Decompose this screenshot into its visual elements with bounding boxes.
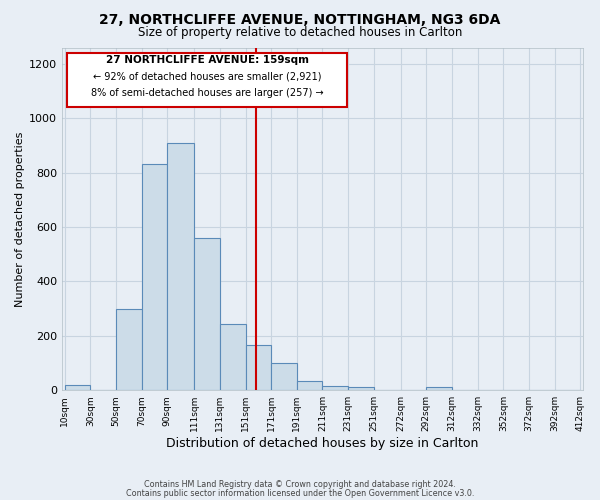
Text: Size of property relative to detached houses in Carlton: Size of property relative to detached ho… (138, 26, 462, 39)
Bar (142, 164, 167, 390)
Bar (427, 388, 452, 390)
Bar (297, 380, 322, 390)
Bar (348, 388, 374, 390)
Bar (167, 142, 194, 390)
Text: Contains HM Land Registry data © Crown copyright and database right 2024.: Contains HM Land Registry data © Crown c… (144, 480, 456, 489)
Text: Contains public sector information licensed under the Open Government Licence v3: Contains public sector information licen… (126, 488, 474, 498)
FancyBboxPatch shape (67, 53, 347, 108)
Bar (245, 346, 271, 390)
Bar (271, 363, 297, 390)
Bar (116, 308, 142, 390)
Y-axis label: Number of detached properties: Number of detached properties (15, 131, 25, 306)
Text: 8% of semi-detached houses are larger (257) →: 8% of semi-detached houses are larger (2… (91, 88, 323, 98)
Text: 27 NORTHCLIFFE AVENUE: 159sqm: 27 NORTHCLIFFE AVENUE: 159sqm (106, 55, 308, 65)
X-axis label: Distribution of detached houses by size in Carlton: Distribution of detached houses by size … (166, 437, 479, 450)
Bar (322, 386, 348, 390)
Bar (65, 385, 91, 390)
Bar (194, 238, 220, 390)
Bar (220, 324, 245, 390)
Text: ← 92% of detached houses are smaller (2,921): ← 92% of detached houses are smaller (2,… (93, 72, 322, 82)
Text: 27, NORTHCLIFFE AVENUE, NOTTINGHAM, NG3 6DA: 27, NORTHCLIFFE AVENUE, NOTTINGHAM, NG3 … (100, 12, 500, 26)
